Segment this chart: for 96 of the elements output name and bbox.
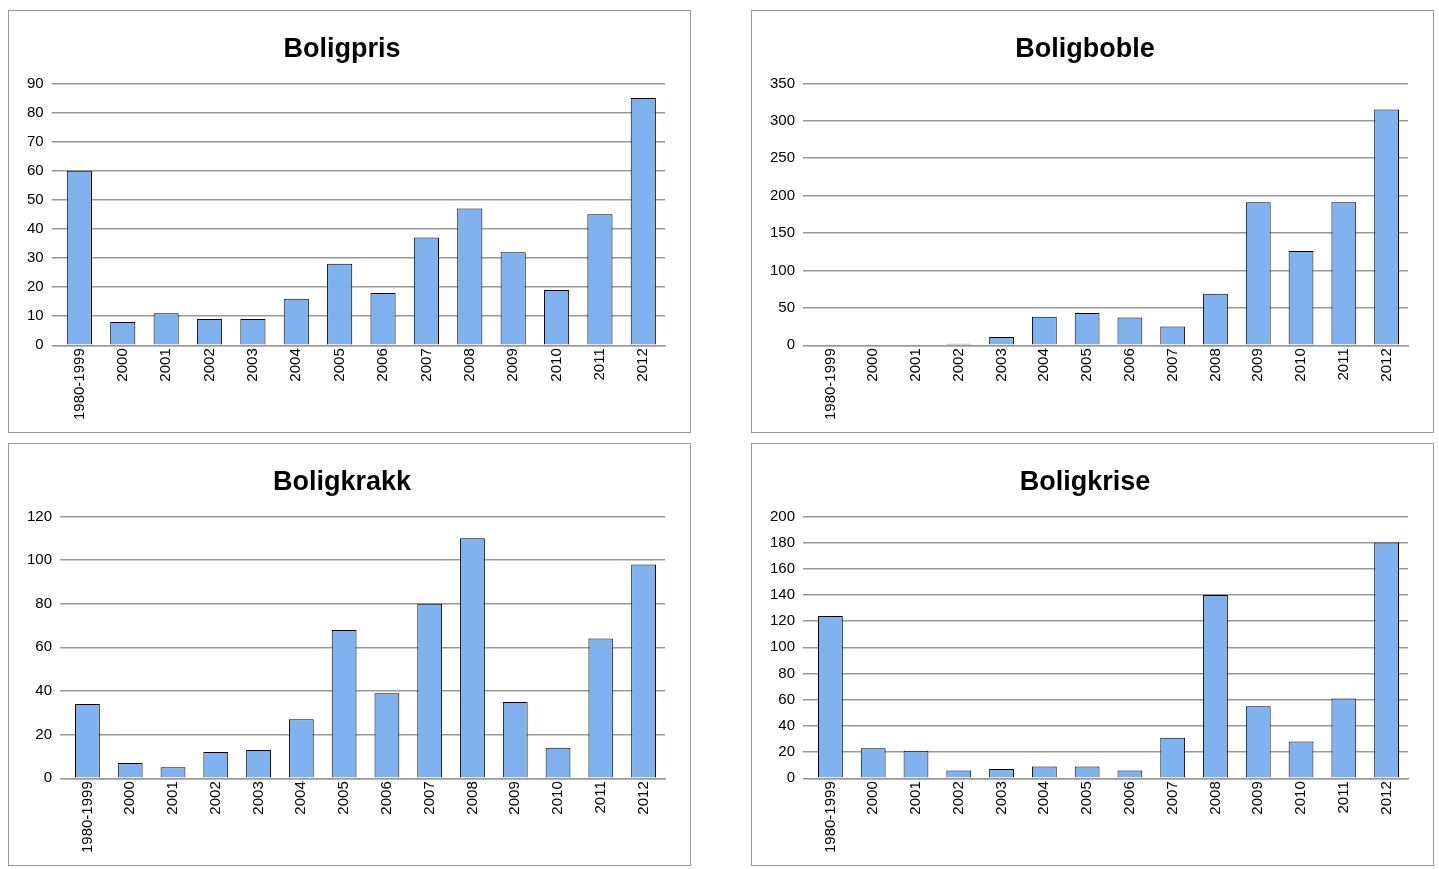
y-tick-label: 20	[778, 742, 796, 760]
y-tick-label: 60	[27, 160, 44, 178]
y-tick-label: 120	[27, 506, 53, 524]
x-tick-label: 1980-1999	[820, 348, 838, 420]
y-tick-label: 200	[770, 185, 796, 203]
y-tick-label: 100	[27, 550, 53, 568]
y-tick-label: 100	[770, 260, 796, 278]
x-tick-label: 2003	[248, 781, 266, 815]
x-tick-label: 2007	[419, 781, 437, 815]
x-tick-label: 2012	[1376, 348, 1394, 382]
x-tick-label: 2010	[1291, 348, 1309, 382]
x-tick-label: 2006	[1120, 781, 1138, 815]
x-tick-label: 2000	[120, 781, 138, 815]
y-tick-label: 40	[27, 219, 44, 237]
x-tick-label: 2000	[863, 781, 881, 815]
x-tick-label: 2005	[1077, 348, 1095, 382]
y-tick-label: 160	[770, 558, 796, 576]
y-tick-label: 120	[770, 611, 796, 629]
x-tick-label: 2009	[505, 781, 523, 815]
x-tick-label: 2006	[373, 348, 391, 382]
x-tick-label: 2002	[948, 348, 966, 382]
y-tick-label: 300	[770, 110, 796, 128]
x-tick-label: 2005	[329, 348, 347, 382]
y-tick-label: 10	[27, 306, 44, 324]
y-tick-label: 70	[27, 131, 44, 149]
x-tick-label: 2010	[546, 348, 564, 382]
y-tick-label: 80	[778, 663, 796, 681]
y-tick-label: 140	[770, 585, 796, 603]
x-tick-label: 2007	[1162, 348, 1180, 382]
y-tick-label: 200	[770, 506, 796, 524]
x-tick-label: 2009	[1248, 781, 1266, 815]
y-tick-label: 30	[27, 248, 44, 266]
y-tick-label: 150	[770, 223, 796, 241]
x-tick-label: 2008	[462, 781, 480, 815]
y-tick-label: 20	[27, 277, 44, 295]
chart-title: Boligboble	[1015, 32, 1155, 63]
x-tick-label: 2012	[633, 781, 651, 815]
x-tick-label: 2008	[1205, 348, 1223, 382]
y-tick-label: 20	[35, 724, 53, 742]
y-tick-label: 250	[770, 148, 796, 166]
x-tick-label: 2001	[156, 348, 174, 382]
x-tick-label: 2002	[205, 781, 223, 815]
x-tick-label: 2010	[548, 781, 566, 815]
x-tick-label: 2005	[334, 781, 352, 815]
x-tick-label: 2002	[948, 781, 966, 815]
x-tick-label: 2006	[377, 781, 395, 815]
y-tick-label: 40	[35, 681, 53, 699]
x-tick-label: 2001	[906, 781, 924, 815]
x-tick-label: 2011	[1333, 348, 1351, 381]
x-tick-label: 2004	[286, 348, 304, 382]
x-tick-label: 2006	[1120, 348, 1138, 382]
y-tick-label: 0	[786, 768, 796, 786]
x-tick-label: 2004	[1034, 348, 1052, 382]
chart-title: Boligpris	[283, 32, 401, 63]
x-tick-label: 2010	[1291, 781, 1309, 815]
x-tick-label: 2012	[633, 348, 651, 382]
x-tick-label: 1980-1999	[69, 348, 87, 420]
x-tick-label: 2004	[1034, 781, 1052, 815]
x-tick-label: 2008	[459, 348, 477, 382]
y-tick-label: 100	[770, 637, 796, 655]
y-tick-label: 50	[27, 189, 44, 207]
x-tick-label: 2001	[906, 348, 924, 382]
x-tick-label: 1980-1999	[77, 781, 95, 853]
x-tick-label: 1980-1999	[820, 781, 838, 853]
y-tick-label: 90	[27, 73, 44, 91]
y-tick-label: 0	[786, 335, 796, 353]
x-tick-label: 2005	[1077, 781, 1095, 815]
y-tick-label: 60	[35, 637, 53, 655]
x-tick-label: 2011	[590, 781, 608, 814]
x-tick-label: 2003	[243, 348, 261, 382]
y-tick-label: 80	[35, 593, 53, 611]
x-tick-label: 2011	[1333, 781, 1351, 814]
x-tick-label: 2000	[112, 348, 130, 382]
y-tick-label: 180	[770, 532, 796, 550]
y-tick-label: 0	[43, 768, 53, 786]
x-tick-label: 2004	[291, 781, 309, 815]
chart-title: Boligkrise	[1019, 465, 1151, 496]
x-tick-label: 2007	[1162, 781, 1180, 815]
x-tick-label: 2000	[863, 348, 881, 382]
x-tick-label: 2001	[163, 781, 181, 815]
y-tick-label: 0	[35, 335, 44, 353]
y-tick-label: 50	[778, 298, 796, 315]
y-tick-label: 60	[778, 689, 796, 707]
x-tick-label: 2007	[416, 348, 434, 382]
x-tick-label: 2002	[199, 348, 217, 382]
x-tick-label: 2009	[1248, 348, 1266, 382]
y-tick-label: 80	[27, 102, 44, 120]
y-tick-label: 40	[778, 716, 796, 734]
x-tick-label: 2003	[991, 781, 1009, 815]
chart-title: Boligkrakk	[272, 465, 413, 496]
x-tick-label: 2008	[1205, 781, 1223, 815]
x-tick-label: 2009	[503, 348, 521, 382]
x-tick-label: 2003	[991, 348, 1009, 382]
x-tick-label: 2011	[590, 348, 608, 381]
y-tick-label: 350	[770, 73, 796, 91]
x-tick-label: 2012	[1376, 781, 1394, 815]
